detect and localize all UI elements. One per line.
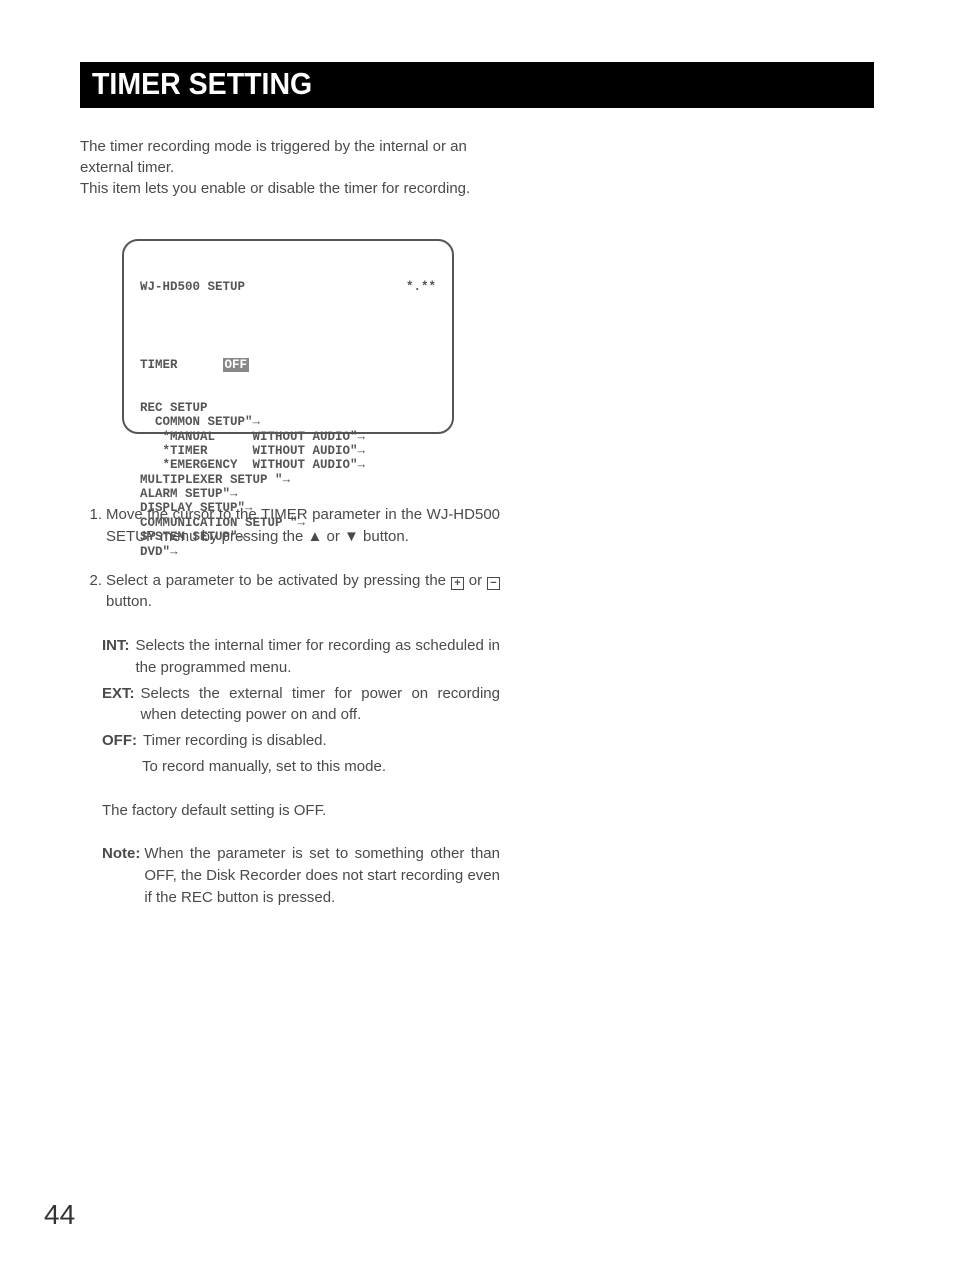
screen-line: COMMON SETUP"→ [140, 415, 436, 429]
def-off-text: Timer recording is disabled. [143, 730, 500, 752]
def-ext: EXT: Selects the external timer for powe… [102, 683, 500, 727]
screen-header-left: WJ-HD500 SETUP [140, 280, 245, 294]
intro-block: The timer recording mode is triggered by… [80, 136, 510, 199]
screen-line: MULTIPLEXER SETUP "→ [140, 473, 436, 487]
factory-default: The factory default setting is OFF. [102, 800, 500, 822]
step-2-text-c: button. [106, 593, 152, 610]
note-text: When the parameter is set to something o… [144, 843, 500, 908]
minus-button-icon: − [487, 577, 500, 590]
step-1-number: 1. [80, 504, 106, 548]
definitions: INT: Selects the internal timer for reco… [102, 635, 500, 778]
screen-line: *TIMER WITHOUT AUDIO"→ [140, 444, 436, 458]
plus-button-icon: + [451, 577, 464, 590]
screen-line: *MANUAL WITHOUT AUDIO"→ [140, 430, 436, 444]
screen-line: ALARM SETUP"→ [140, 487, 436, 501]
def-int-label: INT: [102, 635, 136, 679]
screen-timer-value: OFF [223, 358, 250, 372]
def-off: OFF: Timer recording is disabled. [102, 730, 500, 752]
screen-line: *EMERGENCY WITHOUT AUDIO"→ [140, 458, 436, 472]
setup-screen: WJ-HD500 SETUP *.** TIMER OFF REC SETUP … [122, 239, 454, 434]
screen-line: SYSTEM SETUP"→ [140, 530, 436, 544]
screen-timer-row: TIMER OFF [140, 358, 436, 372]
note-label: Note: [102, 843, 144, 908]
screen-body: REC SETUP COMMON SETUP"→ *MANUAL WITHOUT… [140, 401, 436, 559]
page-number: 44 [44, 1199, 75, 1231]
def-ext-text: Selects the external timer for power on … [141, 683, 500, 727]
screen-header: WJ-HD500 SETUP *.** [140, 280, 436, 294]
intro-line-1: The timer recording mode is triggered by… [80, 136, 510, 178]
step-2-text-b: or [464, 572, 487, 589]
def-off-label: OFF: [102, 730, 143, 752]
def-int-text: Selects the internal timer for recording… [136, 635, 501, 679]
page: TIMER SETTING The timer recording mode i… [0, 0, 954, 1263]
def-off-cont: To record manually, set to this mode. [142, 756, 500, 778]
title-bar: TIMER SETTING [80, 62, 874, 108]
def-ext-label: EXT: [102, 683, 141, 727]
screen-line: REC SETUP [140, 401, 436, 415]
def-int: INT: Selects the internal timer for reco… [102, 635, 500, 679]
intro-line-2: This item lets you enable or disable the… [80, 178, 510, 199]
screen-line: COMMUNICATION SETUP "→ [140, 516, 436, 530]
step-2-number: 2. [80, 570, 106, 614]
screen-line: DISPLAY SETUP"→ [140, 501, 436, 515]
screen-header-right: *.** [406, 280, 436, 294]
title-bar-text: TIMER SETTING [92, 66, 312, 102]
screen-timer-label: TIMER [140, 358, 178, 372]
note: Note: When the parameter is set to somet… [102, 843, 500, 908]
screen-line: DVD"→ [140, 545, 436, 559]
